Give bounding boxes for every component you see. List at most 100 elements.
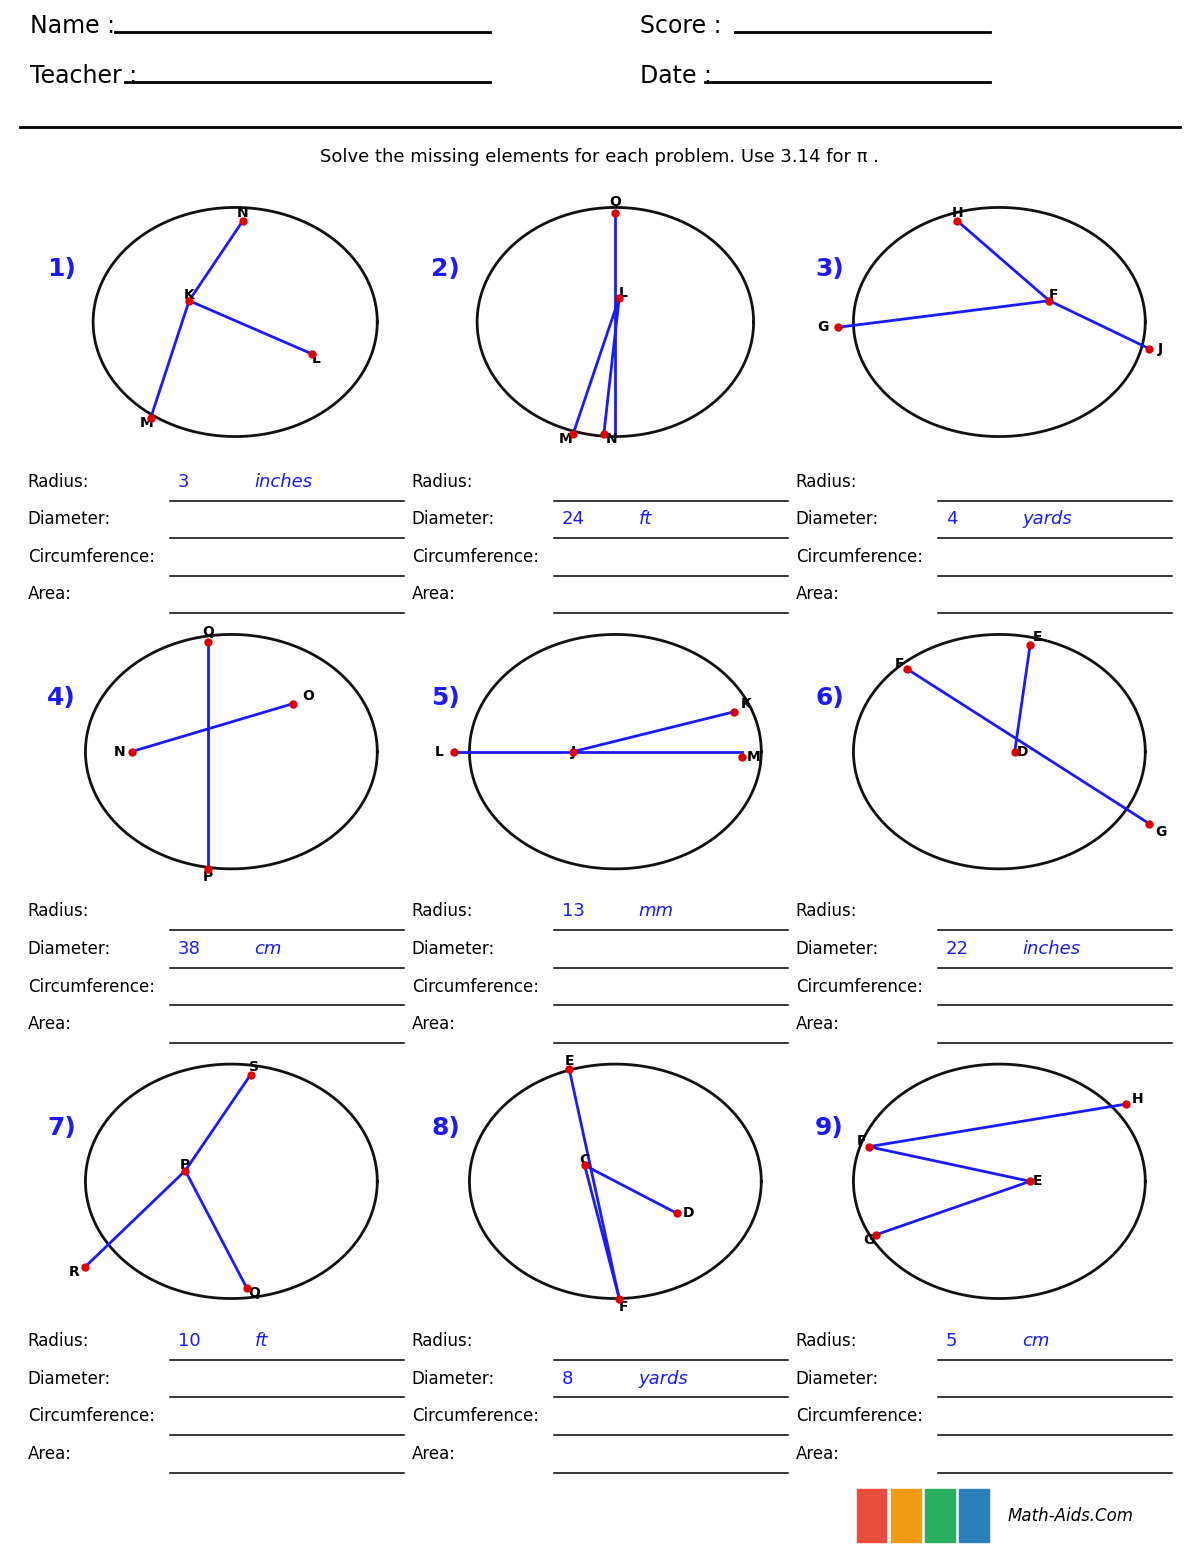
Bar — [890, 1489, 920, 1542]
Text: D: D — [683, 1207, 694, 1221]
Text: Solve the missing elements for each problem. Use 3.14 for π .: Solve the missing elements for each prob… — [320, 148, 880, 166]
Text: N: N — [114, 744, 126, 759]
Text: G: G — [863, 1233, 875, 1247]
Text: Q: Q — [248, 1286, 260, 1300]
Text: M: M — [746, 750, 761, 764]
Text: Circumference:: Circumference: — [796, 548, 923, 565]
Bar — [925, 1489, 955, 1542]
Text: cm: cm — [1022, 1332, 1050, 1350]
Text: R: R — [68, 1264, 79, 1278]
Text: inches: inches — [1022, 940, 1080, 958]
Text: Circumference:: Circumference: — [28, 1407, 155, 1426]
Text: N: N — [238, 205, 248, 221]
Text: 10: 10 — [178, 1332, 200, 1350]
Text: 7): 7) — [47, 1117, 76, 1140]
Text: L: L — [312, 353, 320, 367]
Text: ft: ft — [254, 1332, 268, 1350]
Text: Diameter:: Diameter: — [796, 1370, 880, 1388]
Text: Area:: Area: — [28, 585, 72, 604]
Text: Diameter:: Diameter: — [28, 940, 112, 958]
Text: G: G — [1154, 825, 1166, 839]
Text: L: L — [619, 286, 628, 300]
Text: 5: 5 — [946, 1332, 958, 1350]
Text: 1): 1) — [47, 256, 76, 281]
Text: cm: cm — [254, 940, 282, 958]
Text: Math-Aids.Com: Math-Aids.Com — [1007, 1506, 1133, 1525]
Text: Area:: Area: — [28, 1444, 72, 1463]
Text: 4): 4) — [47, 686, 76, 710]
Text: 6): 6) — [815, 686, 844, 710]
Text: yards: yards — [1022, 511, 1072, 528]
Text: Name :: Name : — [30, 14, 115, 37]
Text: 3): 3) — [815, 256, 844, 281]
Text: Radius:: Radius: — [412, 472, 473, 491]
Text: Radius:: Radius: — [28, 902, 89, 921]
Text: E: E — [1033, 631, 1043, 644]
Text: M: M — [140, 416, 154, 430]
Text: 8): 8) — [431, 1117, 460, 1140]
Text: N: N — [606, 432, 617, 446]
Text: mm: mm — [638, 902, 673, 921]
Text: 13: 13 — [562, 902, 584, 921]
Text: L: L — [434, 744, 443, 759]
Text: Circumference:: Circumference: — [412, 548, 539, 565]
Text: Radius:: Radius: — [412, 1332, 473, 1350]
Text: Date :: Date : — [640, 64, 712, 89]
Text: Score :: Score : — [640, 14, 721, 37]
Text: K: K — [184, 289, 194, 303]
Text: F: F — [895, 657, 905, 671]
Text: Circumference:: Circumference: — [412, 977, 539, 995]
Text: G: G — [817, 320, 828, 334]
Text: Diameter:: Diameter: — [796, 511, 880, 528]
Text: Area:: Area: — [412, 585, 456, 604]
Text: O: O — [302, 688, 314, 702]
Text: C: C — [580, 1152, 589, 1166]
Bar — [960, 1489, 989, 1542]
Text: 2): 2) — [431, 256, 460, 281]
Text: Radius:: Radius: — [796, 1332, 857, 1350]
Text: Area:: Area: — [796, 1016, 840, 1033]
Text: S: S — [250, 1059, 259, 1073]
Text: Radius:: Radius: — [28, 1332, 89, 1350]
Text: Area:: Area: — [412, 1444, 456, 1463]
Text: O: O — [610, 196, 622, 210]
Text: Diameter:: Diameter: — [412, 511, 496, 528]
Text: 9): 9) — [815, 1117, 844, 1140]
Text: 5): 5) — [431, 686, 460, 710]
Text: F: F — [618, 1300, 628, 1314]
Text: P: P — [180, 1159, 191, 1173]
Text: Teacher :: Teacher : — [30, 64, 137, 89]
Text: E: E — [1033, 1174, 1043, 1188]
Text: Circumference:: Circumference: — [28, 977, 155, 995]
Text: 38: 38 — [178, 940, 200, 958]
Text: Circumference:: Circumference: — [28, 548, 155, 565]
Text: ft: ft — [638, 511, 652, 528]
Text: Area:: Area: — [796, 585, 840, 604]
Text: H: H — [952, 205, 962, 221]
Text: F: F — [1049, 289, 1058, 303]
Text: P: P — [203, 870, 214, 884]
Text: 24: 24 — [562, 511, 584, 528]
Text: Circumference:: Circumference: — [796, 1407, 923, 1426]
Text: K: K — [740, 697, 751, 711]
Text: 3: 3 — [178, 472, 190, 491]
Text: Circumference:: Circumference: — [796, 977, 923, 995]
Text: Area:: Area: — [28, 1016, 72, 1033]
Text: Diameter:: Diameter: — [412, 940, 496, 958]
Text: Area:: Area: — [412, 1016, 456, 1033]
Text: Radius:: Radius: — [28, 472, 89, 491]
Text: D: D — [1016, 744, 1028, 759]
Text: Radius:: Radius: — [796, 472, 857, 491]
Text: yards: yards — [638, 1370, 688, 1388]
Text: Diameter:: Diameter: — [28, 511, 112, 528]
Text: Diameter:: Diameter: — [28, 1370, 112, 1388]
Text: 4: 4 — [946, 511, 958, 528]
Text: 8: 8 — [562, 1370, 572, 1388]
Text: Q: Q — [203, 624, 215, 638]
Text: Circumference:: Circumference: — [412, 1407, 539, 1426]
Text: Radius:: Radius: — [412, 902, 473, 921]
Text: E: E — [564, 1054, 574, 1068]
Text: Radius:: Radius: — [796, 902, 857, 921]
Text: 22: 22 — [946, 940, 968, 958]
Text: J: J — [570, 744, 576, 759]
